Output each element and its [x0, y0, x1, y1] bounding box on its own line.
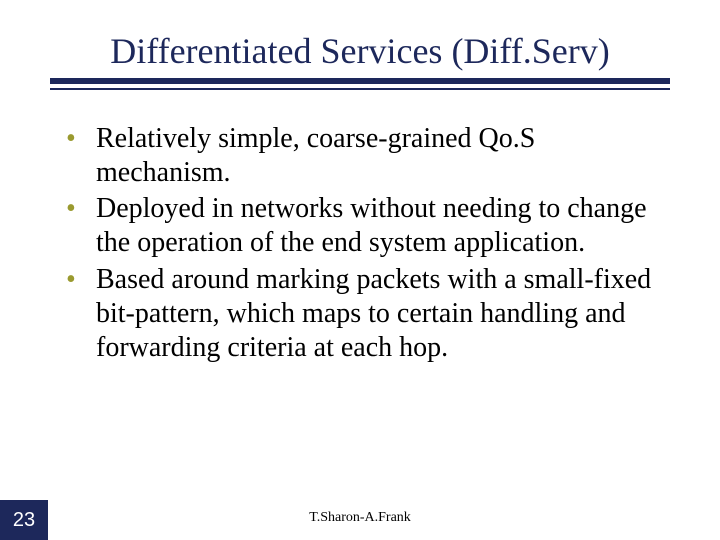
underline-thin — [50, 88, 670, 90]
slide: Differentiated Services (Diff.Serv) Rela… — [0, 0, 720, 540]
list-item: Deployed in networks without needing to … — [60, 192, 670, 260]
title-underline — [50, 78, 670, 90]
list-item: Relatively simple, coarse-grained Qo.S m… — [60, 122, 670, 190]
slide-title: Differentiated Services (Diff.Serv) — [50, 30, 670, 72]
footer-author: T.Sharon-A.Frank — [0, 510, 720, 526]
bullet-list: Relatively simple, coarse-grained Qo.S m… — [50, 122, 670, 365]
list-item: Based around marking packets with a smal… — [60, 263, 670, 365]
underline-thick — [50, 78, 670, 84]
